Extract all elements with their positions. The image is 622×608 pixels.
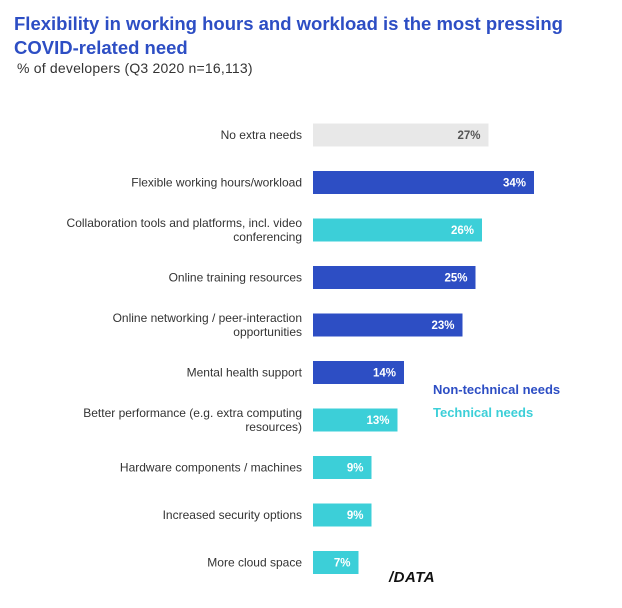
value-label: 23% [431,320,454,332]
bar [313,123,489,147]
value-label: 25% [444,273,467,285]
category-label: Hardware components / machines [120,461,302,475]
category-label: More cloud space [207,556,302,570]
category-label: Collaboration tools and platforms, incl.… [67,216,303,244]
category-label: Online networking / peer-interaction oppo… [113,311,302,339]
legend-non-technical: Non-technical needs [433,382,561,397]
legend-technical: Technical needs [433,405,534,420]
value-label: 27% [457,130,480,142]
value-label: 26% [451,225,474,237]
chart-subtitle: % of developers (Q3 2020 n=16,113) [17,60,253,76]
category-label: Increased security options [163,508,302,522]
category-label: Better performance (e.g. extra computing… [83,406,302,434]
chart-title: Flexibility in working hours and workloa… [14,13,563,58]
value-label: 13% [366,415,389,427]
bar [313,456,372,479]
bar [313,408,398,432]
value-label: 9% [347,510,364,522]
legend: Non-technical needs Technical needs [433,378,560,424]
data-logo: /DATA [389,569,436,586]
bar [313,218,482,242]
category-label: No extra needs [221,128,302,142]
value-label: 7% [334,558,351,570]
bar [313,503,372,527]
bar [313,361,404,384]
bar [313,171,534,194]
value-label: 34% [503,178,526,190]
value-label: 9% [347,463,364,475]
category-label: Flexible working hours/workload [131,176,302,190]
category-label: Mental health support [187,366,303,380]
value-label: 14% [373,368,396,380]
bar [313,313,463,337]
bar [313,266,476,289]
category-label: Online training resources [169,271,302,285]
bar [313,551,359,574]
